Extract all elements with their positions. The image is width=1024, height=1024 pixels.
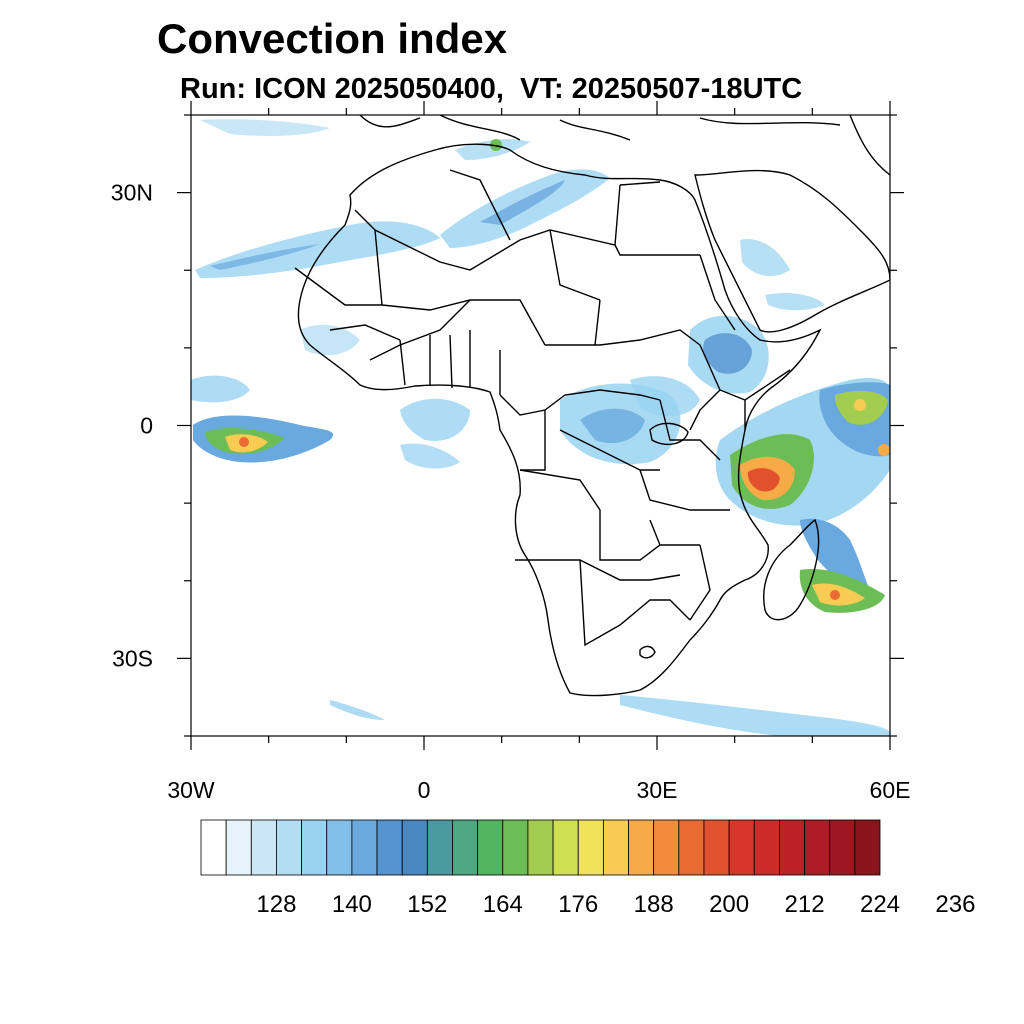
- colorbar-swatch: [804, 819, 831, 876]
- lake-victoria: [649, 422, 689, 446]
- colorbar-label: 236: [935, 891, 975, 918]
- axis-ticks: [177, 101, 904, 750]
- country-borders-west-coast: [329, 324, 501, 395]
- convection-area-southern-ocean: [620, 695, 890, 736]
- europe-coastline: [359, 115, 890, 176]
- coastlines-and-borders: [294, 115, 890, 697]
- convection-area-north-atlantic: [195, 221, 440, 278]
- convection-area-mozambique: [800, 518, 870, 590]
- colorbar-swatch: [250, 819, 277, 876]
- x-tick-label: 30E: [637, 777, 678, 803]
- convection-area-west-coast: [300, 324, 360, 356]
- convection-area-atlantic-south: [400, 443, 460, 469]
- y-tick-label: 30S: [112, 645, 153, 671]
- colorbar-swatch: [326, 819, 353, 876]
- country-borders-north: [354, 169, 700, 301]
- lesotho-border: [639, 645, 656, 659]
- colorbar-swatch: [301, 819, 328, 876]
- x-tick-label: 0: [418, 777, 431, 803]
- colorbar-swatch: [552, 819, 579, 876]
- colorbar-swatch: [829, 819, 856, 876]
- madagascar-coastline: [763, 518, 820, 621]
- convection-area-north-atlantic-core: [210, 244, 320, 270]
- convection-area-southern-west: [330, 700, 385, 720]
- colorbar-swatch: [426, 819, 453, 876]
- colorbar-swatch: [276, 819, 302, 876]
- colorbar-swatch: [225, 819, 252, 876]
- x-tick-label: 30W: [167, 777, 215, 803]
- convection-cell-madagascar: [830, 590, 840, 600]
- colorbar-label: 224: [860, 891, 900, 918]
- arabia-coastline: [694, 169, 890, 333]
- country-borders-central: [499, 389, 730, 511]
- y-tick-label: 0: [140, 413, 153, 439]
- x-tick-label: 60E: [870, 777, 911, 803]
- colorbar-swatch: [678, 819, 705, 876]
- convection-area-northwest: [200, 119, 330, 136]
- convection-cell-east: [854, 399, 866, 411]
- colorbar-label: 212: [785, 891, 825, 918]
- convection-cell-atlantic: [239, 437, 249, 447]
- convection-field: [191, 119, 890, 736]
- map-title: Convection index: [157, 15, 508, 62]
- convection-area-gulf-of-guinea: [400, 398, 470, 441]
- convection-area-arabia: [740, 239, 790, 277]
- colorbar-swatch: [628, 819, 655, 876]
- colorbar-swatch: [653, 819, 680, 876]
- africa-coastline: [297, 143, 822, 697]
- colorbar-swatch: [779, 819, 805, 876]
- colorbar-swatch: [703, 819, 730, 876]
- x-axis-labels: 30W 0 30E 60E: [167, 777, 910, 803]
- colorbar-label: 164: [483, 891, 523, 918]
- colorbar-labels: 128 140 152 164 176 188 200 212 224 236: [256, 891, 975, 918]
- colorbar-label: 188: [634, 891, 674, 918]
- colorbar-swatch: [527, 819, 554, 876]
- colorbar-swatch: [854, 819, 881, 876]
- colorbar-label: 152: [407, 891, 447, 918]
- convection-area-sahara-core: [480, 180, 565, 225]
- y-tick-label: 30N: [111, 180, 153, 206]
- colorbar-swatch: [376, 819, 403, 876]
- convection-area-congo-core: [580, 408, 645, 444]
- convection-cell-east-edge: [878, 444, 890, 456]
- y-axis-labels: 30N 0 30S: [111, 180, 153, 672]
- convection-area-east-africa: [630, 376, 700, 417]
- colorbar-swatch: [477, 819, 504, 876]
- map-subtitle: Run: ICON 2025050400, VT: 20250507-18UTC: [180, 73, 803, 105]
- colorbar-swatch: [452, 819, 479, 876]
- convection-area-ethiopia-core: [703, 333, 752, 374]
- colorbar-label: 200: [709, 891, 749, 918]
- colorbar-swatch: [200, 819, 227, 876]
- colorbar-label: 140: [332, 891, 372, 918]
- colorbar: [200, 819, 881, 876]
- colorbar-swatch: [351, 819, 378, 876]
- colorbar-swatch: [728, 819, 755, 876]
- colorbar-swatch: [602, 819, 629, 876]
- country-borders-sahel: [294, 229, 701, 361]
- colorbar-label: 176: [558, 891, 598, 918]
- colorbar-swatch: [401, 819, 428, 876]
- country-borders-east: [689, 254, 791, 431]
- colorbar-label: 128: [256, 891, 296, 918]
- colorbar-swatch: [753, 819, 780, 876]
- colorbar-swatch: [502, 819, 529, 876]
- convection-area-indian-ocean-peak: [747, 468, 780, 492]
- country-borders-south: [515, 469, 711, 647]
- convection-area-arabia-south: [765, 293, 825, 311]
- convection-area-atlantic-west: [191, 375, 250, 403]
- convection-cell-tunisia: [490, 139, 502, 151]
- colorbar-swatch: [577, 819, 604, 876]
